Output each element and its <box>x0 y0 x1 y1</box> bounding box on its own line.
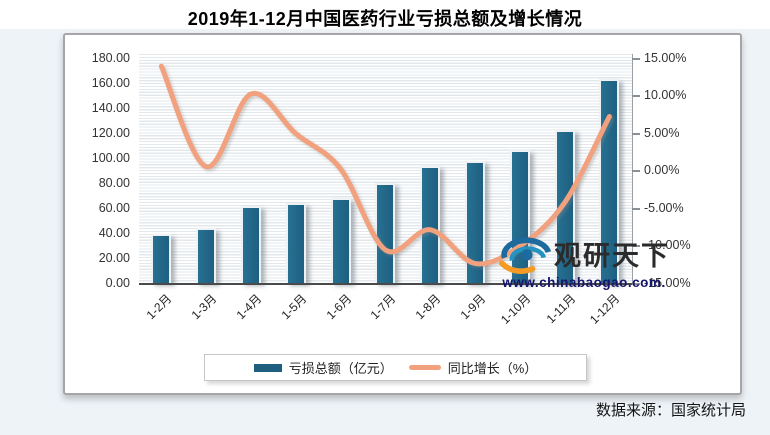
right-tick-label: -5.00% <box>644 200 684 215</box>
legend-item-loss: 亏损总额（亿元） <box>253 358 393 377</box>
bar <box>375 182 396 283</box>
growth-line <box>158 63 612 267</box>
right-tick-label: 0.00% <box>644 163 680 178</box>
bar <box>465 161 485 283</box>
right-tick-label: 15.00% <box>644 50 687 65</box>
left-tick-label: 140.00 <box>91 100 130 115</box>
left-tick-label: 20.00 <box>98 250 130 265</box>
source-text: 数据来源：国家统计局 <box>595 402 746 419</box>
right-tick-mark <box>632 132 640 135</box>
legend-bar-label: 亏损总额（亿元） <box>288 361 393 376</box>
left-tick-label: 100.00 <box>91 150 130 165</box>
left-tick-label: 180.00 <box>91 50 130 65</box>
watermark-brand: 观研天下 <box>554 240 670 271</box>
x-tick-label: 1-5月 <box>278 291 310 323</box>
x-tick-label: 1-10月 <box>497 291 534 327</box>
x-tick-label: 1-6月 <box>323 291 354 323</box>
x-tick-label: 1-9月 <box>457 291 489 323</box>
left-tick-label: 120.00 <box>91 125 130 140</box>
left-tick-label: 160.00 <box>91 75 130 90</box>
x-tick-label: 1-2月 <box>144 291 175 323</box>
right-tick-mark <box>632 170 640 173</box>
plot-area <box>139 54 633 285</box>
right-tick-label: -10.00% <box>644 238 691 253</box>
bar <box>285 202 306 283</box>
legend-item-growth: 同比增长（%） <box>408 358 538 377</box>
right-tick-label: 5.00% <box>644 125 680 140</box>
x-tick-label: 1-3月 <box>188 291 220 323</box>
chart-frame: 180.00 160.00 140.00 120.00 100.00 80.00 60.00… <box>63 33 742 395</box>
bar <box>241 206 261 283</box>
chart-title: 2019年1-12月中国医药行业亏损总额及增长情况 <box>187 9 583 29</box>
legend-bar-swatch <box>253 363 282 372</box>
bar <box>196 227 217 283</box>
right-tick-mark <box>632 282 640 285</box>
bar <box>420 166 441 283</box>
left-tick-label: 60.00 <box>98 200 130 215</box>
x-tick-label: 1-12月 <box>587 291 623 327</box>
x-tick-label: 1-11月 <box>543 291 578 327</box>
bar <box>330 197 351 283</box>
bar <box>151 233 172 283</box>
legend-line-label: 同比增长（%） <box>447 361 538 376</box>
left-tick-label: 40.00 <box>98 225 130 240</box>
right-tick-label: 10.00% <box>644 88 687 103</box>
watermark-url: www.chinabaogao.com. <box>502 275 666 290</box>
x-tick-label: 1-4月 <box>233 291 265 323</box>
right-tick-label: -15.00% <box>644 275 691 290</box>
right-tick-mark <box>632 57 640 60</box>
x-tick-label: 1-8月 <box>412 291 444 323</box>
legend: 亏损总额（亿元） 同比增长（%） <box>204 354 587 381</box>
left-tick-label: 0.00 <box>105 275 130 290</box>
right-tick-mark <box>632 207 640 210</box>
left-tick-label: 80.00 <box>98 175 130 190</box>
legend-line-swatch <box>408 365 441 370</box>
x-tick-label: 1-7月 <box>368 291 399 323</box>
watermark-logo-icon <box>498 237 552 274</box>
bottom-axis-line <box>139 283 632 285</box>
watermark: 观研天下 www.chinabaogao.com. <box>448 232 720 290</box>
right-tick-mark <box>632 95 640 98</box>
right-tick-mark <box>632 245 640 248</box>
